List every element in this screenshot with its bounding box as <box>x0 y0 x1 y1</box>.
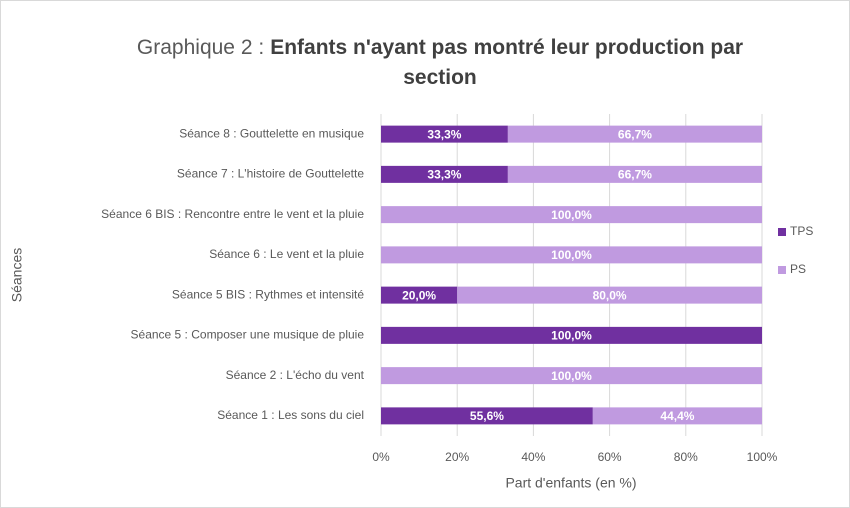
bar-segment <box>381 206 762 224</box>
data-label: 55,6% <box>470 409 504 423</box>
data-label: 80,0% <box>593 288 627 302</box>
x-axis-label: Part d'enfants (en %) <box>505 475 636 491</box>
bar-segment <box>592 407 762 425</box>
data-label: 33,3% <box>427 168 461 182</box>
y-tick-label: Séance 6 BIS : Rencontre entre le vent e… <box>101 207 364 221</box>
data-label: 20,0% <box>402 288 436 302</box>
bar-segment <box>381 165 508 183</box>
chart-title: Graphique 2 : Enfants n'ayant pas montré … <box>137 36 743 89</box>
bar-segment <box>507 165 762 183</box>
bar-segment <box>381 367 762 385</box>
y-tick-label: Séance 5 BIS : Rythmes et intensité <box>172 287 364 301</box>
x-tick-label: 20% <box>445 450 469 464</box>
bar-segment <box>381 407 593 425</box>
data-label: 100,0% <box>551 208 592 222</box>
y-tick-label: Séance 2 : L'écho du vent <box>226 368 365 382</box>
y-tick-label: Séance 8 : Gouttelette en musique <box>179 126 364 140</box>
x-tick-label: 80% <box>674 450 698 464</box>
y-tick-label: Séance 5 : Composer une musique de pluie <box>131 328 365 342</box>
bar-segment <box>381 326 762 344</box>
legend-swatch <box>778 266 786 274</box>
bar-segment <box>381 286 458 304</box>
y-tick-label: Séance 1 : Les sons du ciel <box>217 408 364 422</box>
bar-segment <box>507 125 762 143</box>
data-label: 100,0% <box>551 369 592 383</box>
data-label: 66,7% <box>618 168 652 182</box>
x-tick-label: 60% <box>598 450 622 464</box>
y-tick-label: Séance 6 : Le vent et la pluie <box>209 247 364 261</box>
x-tick-label: 100% <box>747 450 778 464</box>
title-part: Graphique 2 : <box>137 36 264 59</box>
bar-segment <box>457 286 762 304</box>
data-label: 100,0% <box>551 248 592 262</box>
legend-label: PS <box>790 262 806 276</box>
y-axis-label: Séances <box>9 248 25 302</box>
y-tick-label: Séance 7 : L'histoire de Gouttelette <box>177 167 364 181</box>
title-emphasis-line2: section <box>403 66 477 89</box>
x-tick-label: 40% <box>521 450 545 464</box>
bar-segment <box>381 246 762 264</box>
data-label: 66,7% <box>618 127 652 141</box>
bar-segment <box>381 125 508 143</box>
data-label: 100,0% <box>551 329 592 343</box>
legend-label: TPS <box>790 224 813 238</box>
data-label: 33,3% <box>427 127 461 141</box>
data-label: 44,4% <box>660 409 694 423</box>
x-tick-label: 0% <box>372 450 390 464</box>
title-emphasis: Enfants n'ayant pas montré leur producti… <box>270 36 743 59</box>
legend-swatch <box>778 228 786 236</box>
